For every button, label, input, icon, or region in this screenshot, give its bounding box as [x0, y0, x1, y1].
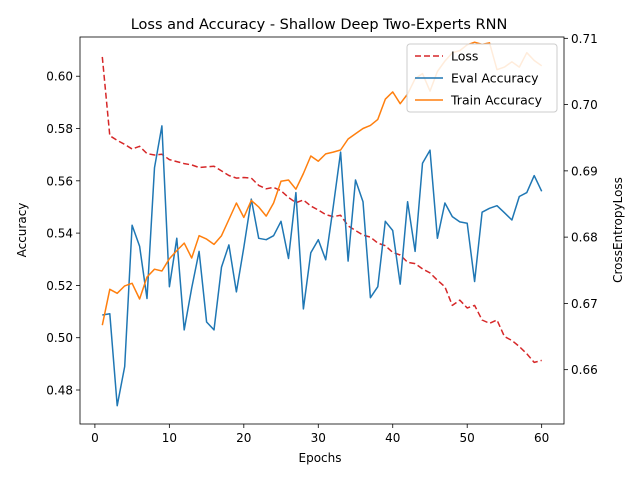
series-line-0	[101, 56, 542, 364]
y2-tick-label: 0.70	[571, 98, 598, 112]
y-tick-label: 0.58	[46, 122, 73, 136]
legend-label-0: Loss	[451, 49, 478, 64]
x-tick-label: 50	[460, 431, 475, 445]
x-tick-label: 20	[236, 431, 251, 445]
y2-tick-label: 0.68	[571, 231, 598, 245]
legend-label-2: Train Accuracy	[450, 93, 543, 108]
x-tick-label: 60	[534, 431, 549, 445]
y2-tick-label: 0.69	[571, 164, 598, 178]
x-tick-label: 40	[385, 431, 400, 445]
y-tick-label: 0.54	[46, 227, 73, 241]
y-tick-label: 0.50	[46, 331, 73, 345]
series-line-1	[102, 125, 543, 407]
y-tick-label: 0.60	[46, 70, 73, 84]
legend: Loss Eval Accuracy Train Accuracy	[406, 43, 558, 113]
y2-tick-label: 0.71	[571, 32, 598, 46]
axes: 0 10 20 30 40 50 60 0.48 0.50 0.52 0.54 0.56 0.58 0.6…	[46, 32, 597, 445]
y2-tick-label: 0.67	[571, 297, 598, 311]
legend-label-1: Eval Accuracy	[451, 71, 539, 86]
x-tick-label: 30	[311, 431, 326, 445]
y2-axis-title: CrossEntropyLoss	[611, 177, 625, 283]
y-tick-label: 0.56	[46, 174, 73, 188]
y-tick-label: 0.48	[46, 384, 73, 398]
y2-tick-label: 0.66	[571, 363, 598, 377]
y-axis-title: Accuracy	[15, 203, 29, 258]
y-tick-label: 0.52	[46, 279, 73, 293]
x-axis-title: Epochs	[299, 451, 342, 465]
legend-box	[406, 43, 558, 113]
x-tick-label: 0	[91, 431, 99, 445]
x-tick-label: 10	[162, 431, 177, 445]
plot-frame	[79, 36, 565, 425]
chart-title: Loss and Accuracy - Shallow Deep Two-Exp…	[131, 17, 508, 33]
